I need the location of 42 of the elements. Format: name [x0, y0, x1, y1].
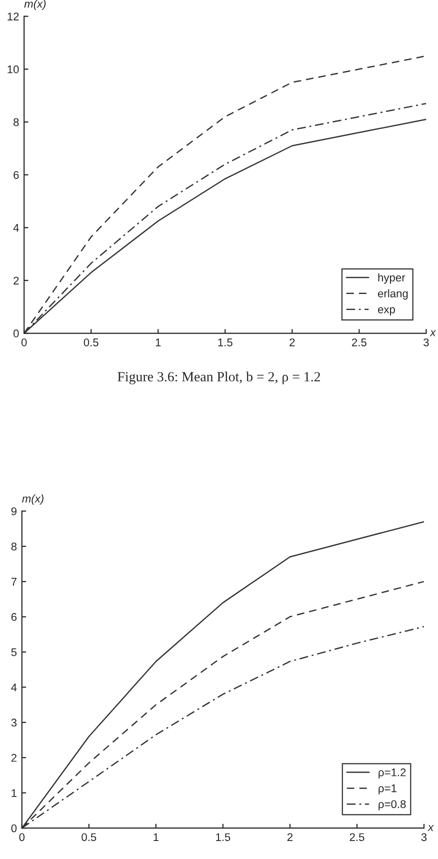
x-tick-label: 1.5 [216, 833, 230, 842]
y-tick-label: 2 [14, 276, 19, 284]
legend-label: hyper [378, 273, 406, 284]
y-tick-label: 7 [11, 578, 16, 586]
x-tick-label: 1 [154, 833, 158, 841]
y-tick-label: 10 [8, 65, 19, 74]
y-tick-label: 3 [11, 718, 17, 727]
y-tick-label: 0 [11, 824, 17, 832]
x-tick-label: 0 [21, 338, 27, 346]
y-tick-label: 8 [11, 542, 17, 550]
x-tick-label: 2 [287, 833, 292, 841]
x-tick-label: 0 [19, 833, 25, 842]
x-tick-label: 1 [156, 338, 161, 346]
legend-label: ρ=0.8 [378, 800, 406, 810]
caption: Figure 3.6: Mean Plot, b = 2, ρ = 1.2 [118, 372, 320, 384]
x-tick-label: 0.5 [84, 338, 98, 346]
y-tick-label: 4 [13, 224, 19, 232]
x-axis-title: x [430, 330, 436, 336]
x-tick-label: 2.5 [350, 833, 364, 842]
legend-label: exp [378, 307, 395, 316]
y-axis-title: m(x) [22, 494, 44, 505]
y-tick-label: 6 [14, 171, 19, 179]
y-tick-label: 1 [12, 789, 16, 797]
y-axis-title: m(x) [24, 0, 46, 10]
y-tick-label: 4 [11, 684, 17, 692]
y-tick-label: 9 [11, 507, 17, 516]
x-tick-label: 1.5 [218, 338, 232, 346]
legend-label: ρ=1 [378, 784, 396, 794]
y-tick-label: 6 [11, 613, 17, 621]
x-tick-label: 2 [290, 338, 295, 346]
y-tick-label: 2 [11, 754, 16, 762]
x-tick-label: 3 [421, 833, 427, 842]
y-tick-label: 12 [8, 12, 19, 20]
x-tick-label: 2.5 [352, 338, 366, 346]
x-tick-label: 3 [424, 338, 429, 346]
y-tick-label: 5 [11, 648, 17, 656]
x-axis-title: x [428, 825, 434, 831]
legend-label: ρ=1.2 [378, 768, 406, 778]
y-tick-label: 0 [13, 330, 19, 338]
y-tick-label: 8 [14, 118, 19, 126]
legend-label: erlang [378, 289, 408, 300]
x-tick-label: 0.5 [82, 833, 96, 842]
